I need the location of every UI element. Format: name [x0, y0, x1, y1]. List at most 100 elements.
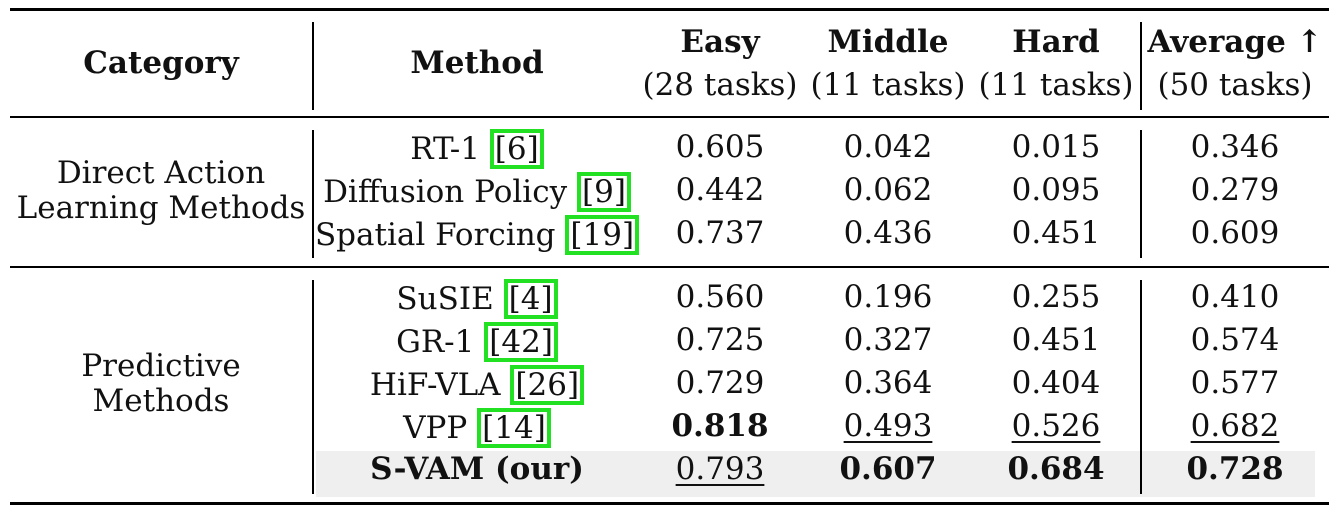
method-cell: S-VAM (our)	[314, 451, 640, 487]
method-cell: RT-1 [6]	[314, 129, 640, 169]
category-label-line: Predictive	[81, 348, 241, 384]
value-text: 0.725	[675, 322, 765, 358]
header-col-easy-sub: (28 tasks)	[642, 67, 798, 103]
header-category: Category	[83, 45, 239, 81]
value-text: 0.737	[675, 215, 765, 251]
value-text: 0.607	[839, 451, 937, 487]
value-cell: 0.728	[1142, 451, 1328, 487]
value-text: 0.729	[675, 365, 765, 401]
citation-number: 9	[594, 174, 614, 210]
header-col-middle-sub: (11 tasks)	[810, 67, 966, 103]
value-text: 0.560	[675, 279, 765, 315]
vline-group1-right	[1140, 130, 1142, 258]
method-cell: Diffusion Policy [9]	[314, 172, 640, 212]
value-cell: 0.364	[805, 365, 971, 401]
value-text: 0.526	[1011, 408, 1101, 444]
value-cell: 0.682	[1142, 408, 1328, 444]
value-cell: 0.725	[637, 322, 803, 358]
value-cell: 0.451	[973, 215, 1139, 251]
value-text: 0.818	[671, 408, 769, 444]
method-cell: VPP [14]	[314, 408, 640, 448]
value-cell: 0.607	[805, 451, 971, 487]
value-cell: 0.062	[805, 172, 971, 208]
value-cell: 0.196	[805, 279, 971, 315]
value-cell: 0.442	[637, 172, 803, 208]
header-col-hard-sub: (11 tasks)	[978, 67, 1134, 103]
value-text: 0.577	[1190, 365, 1280, 401]
vline-header-right	[1140, 22, 1142, 110]
top-rule	[10, 8, 1329, 11]
value-text: 0.410	[1190, 279, 1280, 315]
value-cell: 0.526	[973, 408, 1139, 444]
value-text: 0.442	[675, 172, 765, 208]
value-text: 0.436	[843, 215, 933, 251]
value-text: 0.451	[1011, 215, 1101, 251]
value-text: 0.605	[675, 129, 765, 165]
category-label-line: Learning Methods	[16, 190, 306, 226]
value-cell: 0.493	[805, 408, 971, 444]
value-text: 0.493	[843, 408, 933, 444]
header-col-average-sub: (50 tasks)	[1157, 67, 1313, 103]
value-text: 0.728	[1186, 451, 1284, 487]
value-cell: 0.451	[973, 322, 1139, 358]
value-cell: 0.346	[1142, 129, 1328, 165]
value-cell: 0.560	[637, 279, 803, 315]
value-cell: 0.605	[637, 129, 803, 165]
value-text: 0.404	[1011, 365, 1101, 401]
citation-number: 19	[582, 217, 622, 253]
method-name: RT-1	[410, 131, 480, 167]
value-text: 0.574	[1190, 322, 1280, 358]
method-name: SuSIE	[396, 281, 494, 317]
value-text: 0.279	[1190, 172, 1280, 208]
citation-number: 26	[527, 367, 567, 403]
citation-number: 4	[520, 281, 541, 317]
citation-box: [14]	[477, 408, 551, 448]
method-name: Spatial Forcing	[314, 217, 556, 253]
value-text: 0.015	[1011, 129, 1101, 165]
value-text: 0.196	[843, 279, 933, 315]
vline-group2-right	[1140, 280, 1142, 494]
header-col-hard: Hard	[1012, 24, 1100, 60]
value-text: 0.327	[843, 322, 933, 358]
citation-box: [19]	[565, 215, 640, 255]
value-cell: 0.015	[973, 129, 1139, 165]
method-name: HiF-VLA	[369, 367, 501, 403]
value-text: 0.682	[1190, 408, 1280, 444]
method-cell: Spatial Forcing [19]	[314, 215, 640, 255]
value-cell: 0.436	[805, 215, 971, 251]
value-text: 0.364	[843, 365, 933, 401]
method-cell: GR-1 [42]	[314, 322, 640, 362]
value-cell: 0.327	[805, 322, 971, 358]
value-cell: 0.255	[973, 279, 1139, 315]
method-cell: SuSIE [4]	[314, 279, 640, 319]
value-cell: 0.410	[1142, 279, 1328, 315]
value-cell: 0.095	[973, 172, 1139, 208]
value-text: 0.095	[1011, 172, 1101, 208]
value-cell: 0.577	[1142, 365, 1328, 401]
value-cell: 0.737	[637, 215, 803, 251]
citation-number: 42	[501, 324, 541, 360]
citation-number: 14	[494, 410, 534, 446]
method-name: Diffusion Policy	[323, 174, 568, 210]
value-text: 0.793	[675, 451, 765, 487]
group-rule	[10, 266, 1329, 268]
header-col-middle: Middle	[827, 24, 949, 60]
value-text: 0.062	[843, 172, 933, 208]
value-text: 0.346	[1190, 129, 1280, 165]
method-name: S-VAM (our)	[370, 451, 584, 487]
value-cell: 0.818	[637, 408, 803, 444]
citation-number: 6	[506, 131, 527, 167]
value-cell: 0.279	[1142, 172, 1328, 208]
header-method: Method	[410, 45, 544, 81]
highlight-row-bg	[316, 451, 1315, 497]
value-cell: 0.684	[973, 451, 1139, 487]
citation-box: [26]	[510, 365, 585, 405]
value-text: 0.684	[1007, 451, 1105, 487]
value-cell: 0.793	[637, 451, 803, 487]
citation-box: [6]	[489, 129, 544, 169]
header-col-average: Average ↑	[1147, 24, 1323, 60]
value-cell: 0.729	[637, 365, 803, 401]
citation-box: [42]	[484, 322, 558, 362]
vline-header-left	[312, 22, 314, 110]
header-rule	[10, 116, 1329, 118]
